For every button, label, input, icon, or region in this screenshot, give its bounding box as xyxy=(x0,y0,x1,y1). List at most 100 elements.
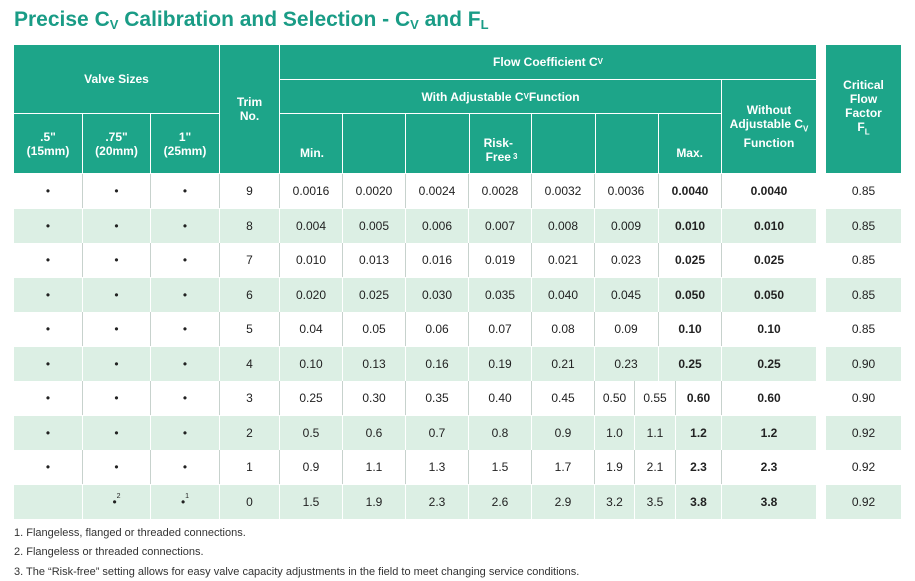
cv-value: 0.019 xyxy=(484,253,516,267)
cv-without-adjustable: 1.2 xyxy=(760,425,778,440)
cv-value: 2.9 xyxy=(554,494,572,509)
cv-value: 0.0032 xyxy=(544,184,582,198)
column-divider xyxy=(150,208,151,243)
column-divider xyxy=(468,450,469,484)
column-divider xyxy=(468,277,469,312)
column-divider xyxy=(675,415,676,450)
size-20mm-mark: • xyxy=(114,218,119,233)
size-15mm-mark xyxy=(14,485,82,519)
column-divider xyxy=(150,277,151,312)
header-divider xyxy=(595,114,596,173)
column-divider xyxy=(342,277,343,312)
column-divider xyxy=(721,415,722,450)
table-row: • • • 9 0.0016 0.0020 0.0024 0.0028 0.0032 0.0036… xyxy=(14,174,816,208)
cv-value: 0.040 xyxy=(547,287,579,302)
column-divider xyxy=(342,208,343,243)
column-divider xyxy=(279,174,280,208)
cv-max: 0.025 xyxy=(674,253,706,267)
trim-number: 3 xyxy=(246,391,253,405)
column-divider xyxy=(342,174,343,208)
column-divider xyxy=(721,450,722,484)
trim-number: 9 xyxy=(246,184,253,198)
trim-number: 8 xyxy=(246,218,253,233)
header-size-15mm: .5" (15mm) xyxy=(14,114,82,173)
trim-number: 6 xyxy=(246,287,253,302)
cv-value: 0.23 xyxy=(614,356,638,371)
column-divider xyxy=(405,381,406,415)
cv-value: 0.0028 xyxy=(481,184,519,198)
header-critical-flow-factor: Critical Flow Factor FL xyxy=(826,45,901,173)
size-25mm-mark: • xyxy=(182,356,188,371)
critical-flow-factor: 0.92 xyxy=(851,425,876,440)
cv-value: 0.0036 xyxy=(607,184,645,198)
column-divider xyxy=(594,174,595,208)
column-divider xyxy=(342,381,343,415)
column-divider xyxy=(594,381,595,415)
column-divider xyxy=(219,450,220,484)
column-divider xyxy=(82,484,83,519)
column-divider xyxy=(82,381,83,415)
column-divider xyxy=(342,312,343,346)
size-25mm-mark: • xyxy=(182,322,188,336)
table-row-fl: 0.85 xyxy=(826,174,901,208)
header-max: Max. xyxy=(659,114,721,173)
column-divider xyxy=(405,208,406,243)
column-divider xyxy=(279,312,280,346)
column-divider xyxy=(658,243,659,277)
size-20mm-mark: • xyxy=(114,287,119,302)
column-divider xyxy=(531,312,532,346)
size-25mm-mark: • xyxy=(182,391,188,405)
critical-flow-factor: 0.85 xyxy=(851,287,876,302)
table-row-fl: 0.92 xyxy=(826,415,901,450)
cv-value: 0.08 xyxy=(551,322,575,336)
page-title: Precise CV Calibration and Selection - C… xyxy=(14,8,489,32)
table-row: • • • 6 0.020 0.025 0.030 0.035 0.040 0.045 0.050 0… xyxy=(14,277,816,312)
table-row-fl: 0.85 xyxy=(826,243,901,277)
critical-flow-factor: 0.85 xyxy=(851,184,876,198)
header-size-25mm: 1" (25mm) xyxy=(151,114,219,173)
cv-value: 3.2 xyxy=(606,494,623,509)
column-divider xyxy=(219,415,220,450)
column-divider xyxy=(82,174,83,208)
cv-value: 1.1 xyxy=(646,425,664,440)
column-divider xyxy=(658,346,659,381)
cv-value: 0.035 xyxy=(484,287,516,302)
cv-value: 1.7 xyxy=(554,460,572,474)
cv-without-adjustable: 2.3 xyxy=(760,460,778,474)
column-divider xyxy=(82,415,83,450)
column-divider xyxy=(721,243,722,277)
cv-value: 0.21 xyxy=(551,356,575,371)
size-15mm-mark: • xyxy=(45,425,51,440)
column-divider xyxy=(468,415,469,450)
column-divider xyxy=(531,174,532,208)
size-25mm-mark: • xyxy=(182,460,188,474)
cv-without-adjustable: 0.60 xyxy=(757,391,781,405)
cv-value: 0.8 xyxy=(491,425,509,440)
cv-value: 0.10 xyxy=(299,356,323,371)
column-divider xyxy=(150,484,151,519)
trim-number: 4 xyxy=(246,356,253,371)
cv-value: 0.013 xyxy=(358,253,390,267)
table-row: • • • 5 0.04 0.05 0.06 0.07 0.08 0.09 0.10 0.10 xyxy=(14,312,816,346)
column-divider xyxy=(468,346,469,381)
column-divider xyxy=(531,450,532,484)
column-divider xyxy=(675,450,676,484)
column-divider xyxy=(405,484,406,519)
size-25mm-mark: • 1 xyxy=(180,493,190,509)
column-divider xyxy=(342,346,343,381)
column-divider xyxy=(342,415,343,450)
table-row: • • • 4 0.10 0.13 0.16 0.19 0.21 0.23 0.25 0.25 xyxy=(14,346,816,381)
cv-without-adjustable: 0.010 xyxy=(753,218,785,233)
column-divider xyxy=(531,277,532,312)
size-15mm-mark: • xyxy=(45,218,51,233)
cv-value: 0.9 xyxy=(302,460,320,474)
cv-value: 0.021 xyxy=(547,253,579,267)
header-size-20mm: .75" (20mm) xyxy=(83,114,150,173)
table-row-fl: 0.90 xyxy=(826,381,901,415)
cv-value: 0.025 xyxy=(358,287,390,302)
cv-value: 2.3 xyxy=(428,494,446,509)
header-valve-sizes: Valve Sizes xyxy=(14,45,219,113)
column-divider xyxy=(150,450,151,484)
trim-number: 5 xyxy=(246,322,253,336)
cv-value: 0.16 xyxy=(425,356,449,371)
